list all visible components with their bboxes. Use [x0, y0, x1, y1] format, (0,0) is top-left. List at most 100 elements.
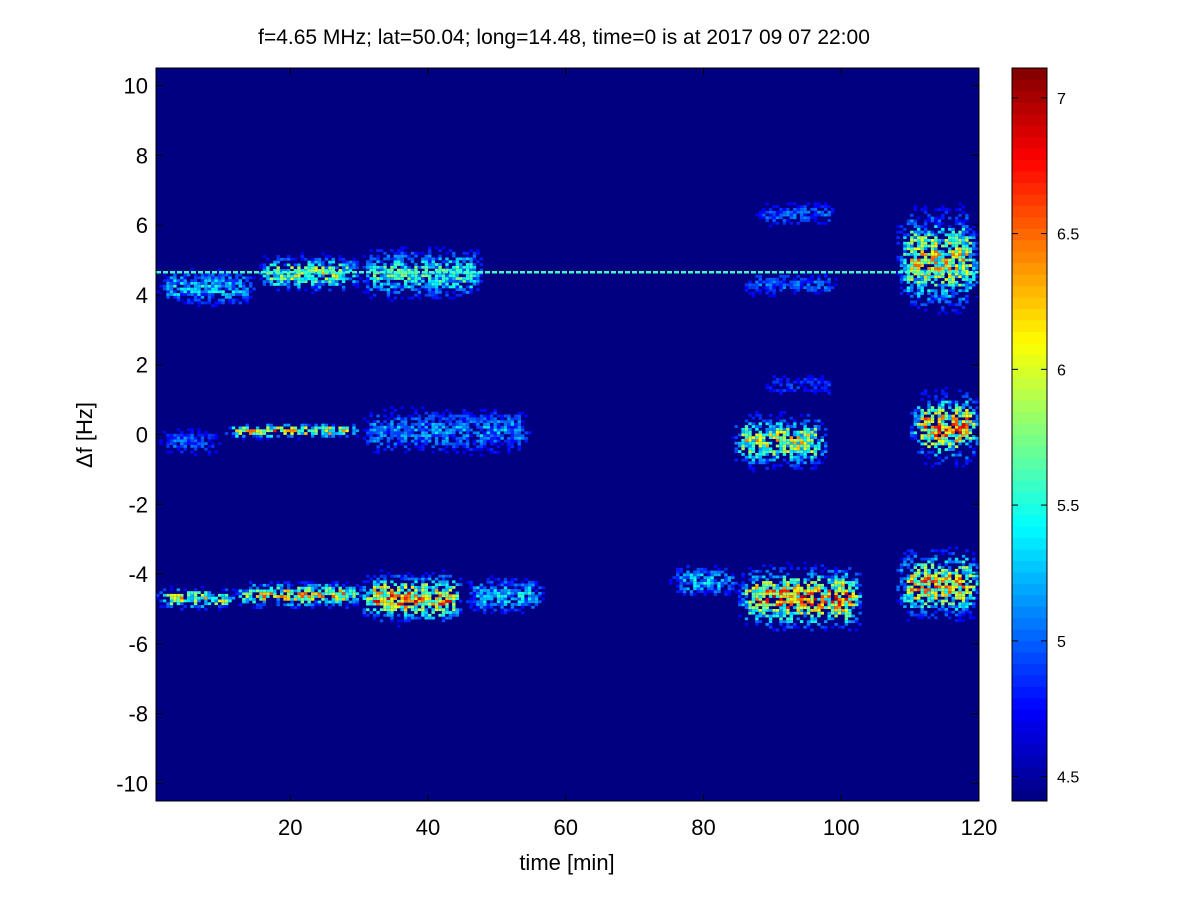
heatmap-cell	[249, 284, 253, 288]
heatmap-cell	[314, 592, 318, 596]
heatmap-cell	[483, 431, 487, 435]
heatmap-cell	[214, 304, 218, 308]
heatmap-cell	[500, 436, 504, 440]
heatmap-cell	[958, 605, 962, 608]
heatmap-cell	[786, 213, 790, 217]
heatmap-cell	[906, 563, 911, 567]
heatmap-cell	[441, 608, 446, 612]
heatmap-cell	[521, 583, 525, 587]
heatmap-cell	[958, 619, 962, 622]
heatmap-cell	[180, 450, 184, 454]
heatmap-cell	[906, 588, 911, 592]
heatmap-cell	[290, 589, 294, 593]
heatmap-cell	[273, 260, 277, 264]
heatmap-cell	[899, 599, 904, 603]
heatmap-cell	[414, 288, 418, 291]
heatmap-cell	[169, 599, 174, 603]
heatmap-cell	[810, 280, 814, 284]
heatmap-cell	[190, 599, 194, 603]
heatmap-cell	[917, 306, 921, 309]
heatmap-cell	[259, 432, 263, 435]
heatmap-cell	[934, 233, 938, 237]
heatmap-cell	[372, 588, 377, 592]
heatmap-cell	[779, 611, 783, 615]
heatmap-cell	[779, 603, 783, 607]
heatmap-cell	[782, 419, 787, 423]
heatmap-cell	[379, 619, 384, 623]
heatmap-cell	[958, 610, 962, 614]
heatmap-cell	[331, 597, 335, 601]
heatmap-cell	[286, 581, 291, 584]
heatmap-cell	[428, 260, 432, 264]
heatmap-cell	[414, 580, 418, 584]
heatmap-cell	[710, 581, 714, 585]
heatmap-cell	[180, 442, 184, 445]
heatmap-cell	[930, 549, 935, 553]
heatmap-cell	[937, 571, 942, 575]
heatmap-cell	[772, 288, 776, 292]
heatmap-cell	[910, 602, 914, 606]
heatmap-cell	[493, 603, 497, 606]
heatmap-cell	[813, 391, 818, 395]
heatmap-cell	[824, 575, 828, 579]
heatmap-cell	[283, 432, 287, 435]
heatmap-cell	[297, 603, 301, 607]
heatmap-cell	[431, 586, 435, 589]
heatmap-cell	[830, 581, 835, 584]
heatmap-cell	[972, 574, 976, 578]
heatmap-cell	[917, 594, 921, 597]
heatmap-cell	[803, 210, 807, 214]
heatmap-cell	[727, 590, 731, 593]
heatmap-cell	[393, 296, 397, 300]
heatmap-cell	[180, 293, 184, 296]
heatmap-cell	[824, 444, 828, 448]
heatmap-cell	[765, 202, 769, 206]
heatmap-cell	[848, 620, 852, 623]
heatmap-cell	[500, 600, 504, 604]
heatmap-cell	[920, 230, 924, 234]
heatmap-cell	[948, 591, 952, 594]
heatmap-cell	[297, 437, 301, 441]
heatmap-cell	[193, 593, 198, 597]
heatmap-cell	[414, 599, 418, 603]
heatmap-cell	[496, 420, 501, 423]
heatmap-cell	[954, 428, 959, 432]
heatmap-cell	[190, 293, 194, 296]
heatmap-cell	[534, 597, 539, 601]
heatmap-cell	[228, 426, 232, 430]
heatmap-cell	[393, 288, 397, 291]
heatmap-cell	[231, 279, 236, 282]
heatmap-cell	[789, 458, 793, 462]
heatmap-cell	[355, 434, 360, 438]
heatmap-cell	[810, 213, 814, 217]
heatmap-cell	[958, 272, 962, 276]
heatmap-cell	[348, 260, 353, 264]
heatmap-cell	[965, 557, 969, 561]
heatmap-cell	[948, 267, 952, 270]
heatmap-cell	[910, 236, 914, 239]
heatmap-cell	[293, 280, 298, 283]
heatmap-cell	[459, 431, 463, 435]
heatmap-cell	[214, 301, 218, 305]
heatmap-cell	[813, 606, 818, 609]
heatmap-cell	[734, 581, 738, 585]
heatmap-cell	[824, 620, 828, 623]
heatmap-cell	[954, 546, 959, 550]
heatmap-cell	[917, 563, 921, 567]
heatmap-cell	[958, 222, 962, 226]
heatmap-cell	[906, 580, 911, 583]
heatmap-cell	[242, 426, 246, 430]
heatmap-cell	[934, 577, 938, 581]
heatmap-cell	[948, 571, 952, 575]
heatmap-cell	[362, 279, 366, 283]
heatmap-cell	[782, 430, 787, 434]
heatmap-cell	[500, 605, 504, 609]
heatmap-cell	[397, 282, 401, 286]
heatmap-cell	[855, 595, 859, 598]
heatmap-cell	[941, 275, 945, 279]
heatmap-cell	[954, 580, 959, 583]
heatmap-cell	[465, 600, 470, 604]
heatmap-cell	[813, 455, 818, 459]
heatmap-cell	[517, 411, 521, 415]
heatmap-cell	[948, 602, 952, 606]
